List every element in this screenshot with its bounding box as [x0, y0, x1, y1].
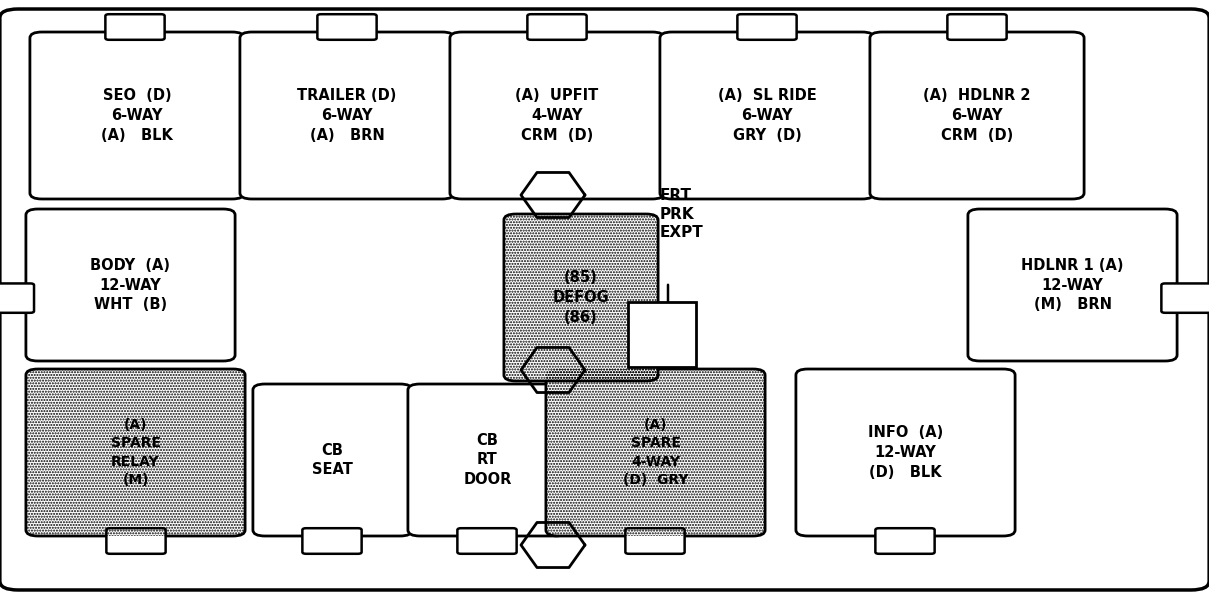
Text: TRAILER (D)
6-WAY
(A)   BRN: TRAILER (D) 6-WAY (A) BRN: [297, 88, 397, 143]
FancyBboxPatch shape: [253, 384, 412, 536]
FancyBboxPatch shape: [105, 14, 164, 40]
FancyBboxPatch shape: [527, 14, 586, 40]
FancyBboxPatch shape: [546, 369, 765, 536]
FancyBboxPatch shape: [25, 209, 235, 361]
FancyBboxPatch shape: [106, 528, 166, 554]
Text: (A)  HDLNR 2
6-WAY
CRM  (D): (A) HDLNR 2 6-WAY CRM (D): [924, 88, 1031, 143]
FancyBboxPatch shape: [875, 528, 935, 554]
FancyBboxPatch shape: [504, 214, 658, 381]
FancyBboxPatch shape: [1162, 283, 1209, 313]
FancyBboxPatch shape: [25, 369, 245, 536]
FancyBboxPatch shape: [450, 32, 664, 199]
Text: (85)
DEFOG
(86): (85) DEFOG (86): [553, 270, 609, 325]
FancyBboxPatch shape: [239, 32, 455, 199]
Text: CB
SEAT: CB SEAT: [312, 443, 353, 477]
Text: HDLNR 1 (A)
12-WAY
(M)   BRN: HDLNR 1 (A) 12-WAY (M) BRN: [1022, 258, 1123, 312]
FancyBboxPatch shape: [968, 209, 1178, 361]
Text: BODY  (A)
12-WAY
WHT  (B): BODY (A) 12-WAY WHT (B): [91, 258, 170, 312]
FancyBboxPatch shape: [0, 283, 34, 313]
FancyBboxPatch shape: [737, 14, 797, 40]
FancyBboxPatch shape: [407, 384, 567, 536]
Text: CB
RT
DOOR: CB RT DOOR: [463, 432, 511, 488]
FancyBboxPatch shape: [948, 14, 1007, 40]
Text: (A)  UPFIT
4-WAY
CRM  (D): (A) UPFIT 4-WAY CRM (D): [515, 88, 598, 143]
FancyBboxPatch shape: [457, 528, 516, 554]
FancyBboxPatch shape: [0, 9, 1209, 590]
Text: (A)
SPARE
4-WAY
(D)  GRY: (A) SPARE 4-WAY (D) GRY: [623, 418, 688, 487]
Text: SEO  (D)
6-WAY
(A)   BLK: SEO (D) 6-WAY (A) BLK: [102, 88, 173, 143]
FancyBboxPatch shape: [302, 528, 361, 554]
Text: INFO  (A)
12-WAY
(D)   BLK: INFO (A) 12-WAY (D) BLK: [868, 425, 943, 480]
Text: (A)
SPARE
RELAY
(M): (A) SPARE RELAY (M): [110, 418, 161, 487]
FancyBboxPatch shape: [660, 32, 874, 199]
FancyBboxPatch shape: [796, 369, 1016, 536]
Text: FRT
PRK
EXPT: FRT PRK EXPT: [660, 188, 704, 240]
Bar: [627, 302, 696, 367]
FancyBboxPatch shape: [870, 32, 1084, 199]
FancyBboxPatch shape: [625, 528, 684, 554]
FancyBboxPatch shape: [30, 32, 244, 199]
FancyBboxPatch shape: [318, 14, 377, 40]
Text: (A)  SL RIDE
6-WAY
GRY  (D): (A) SL RIDE 6-WAY GRY (D): [718, 88, 816, 143]
